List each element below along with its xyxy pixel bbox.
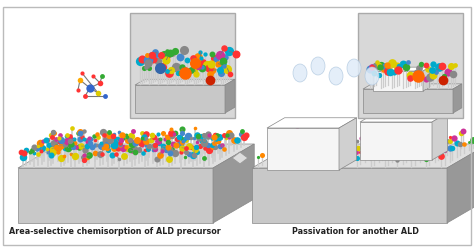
Ellipse shape [365, 67, 379, 85]
Polygon shape [213, 144, 254, 223]
Polygon shape [373, 71, 423, 91]
Ellipse shape [329, 67, 343, 85]
Polygon shape [373, 67, 429, 71]
Polygon shape [225, 79, 235, 113]
Polygon shape [267, 128, 339, 170]
Bar [130, 13, 235, 118]
Polygon shape [18, 144, 254, 168]
Polygon shape [423, 67, 429, 91]
Polygon shape [360, 113, 447, 122]
Ellipse shape [347, 59, 361, 77]
Polygon shape [432, 113, 447, 160]
Polygon shape [135, 79, 235, 85]
Bar [358, 13, 463, 118]
Polygon shape [232, 152, 248, 164]
Polygon shape [360, 122, 432, 160]
Polygon shape [453, 84, 462, 113]
Polygon shape [252, 168, 447, 223]
Polygon shape [447, 144, 474, 223]
Ellipse shape [311, 57, 325, 75]
Polygon shape [363, 89, 453, 113]
Polygon shape [339, 118, 356, 170]
Ellipse shape [293, 64, 307, 82]
Polygon shape [135, 85, 225, 113]
Text: Area-selective chemisorption of ALD precursor: Area-selective chemisorption of ALD prec… [9, 227, 221, 236]
Polygon shape [18, 168, 213, 223]
Polygon shape [363, 84, 462, 89]
Polygon shape [252, 144, 474, 168]
Polygon shape [267, 118, 356, 128]
Text: Passivation for another ALD: Passivation for another ALD [292, 227, 419, 236]
